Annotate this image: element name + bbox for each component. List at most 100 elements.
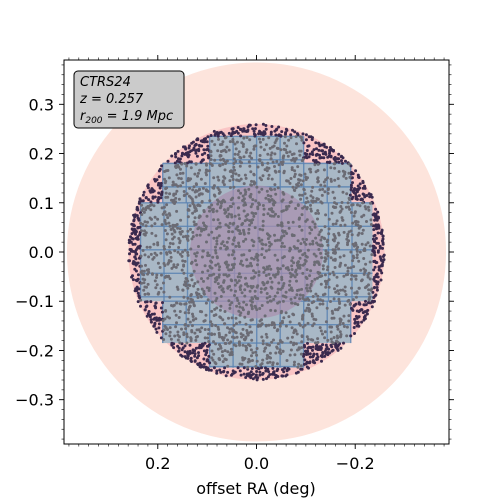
data-point (242, 239, 245, 243)
data-point (239, 311, 243, 315)
data-point (167, 221, 171, 225)
data-point (266, 152, 270, 156)
data-point (245, 258, 249, 262)
data-point (197, 226, 201, 230)
data-point (244, 276, 247, 280)
data-point (352, 326, 356, 329)
data-point (327, 217, 331, 221)
data-point (165, 203, 169, 207)
data-point (206, 144, 210, 148)
data-point (290, 273, 294, 277)
data-point (229, 134, 233, 138)
data-point (257, 236, 261, 240)
data-point (277, 281, 281, 285)
data-point (206, 298, 210, 302)
data-point (138, 197, 142, 201)
data-point (307, 144, 311, 148)
data-point (225, 265, 229, 269)
data-point (250, 354, 253, 358)
data-point (273, 323, 276, 327)
data-point (242, 372, 246, 376)
data-point (241, 129, 245, 133)
data-point (213, 132, 217, 136)
data-point (333, 178, 337, 182)
data-point (322, 156, 326, 160)
data-point (147, 270, 151, 274)
data-point (255, 308, 259, 312)
data-point (331, 190, 335, 194)
data-point (192, 284, 196, 288)
data-point (293, 353, 297, 357)
data-point (248, 249, 252, 253)
data-point (159, 181, 163, 185)
data-point (375, 218, 379, 222)
data-point (216, 175, 220, 179)
data-point (294, 186, 298, 190)
data-point (297, 178, 300, 181)
data-point (206, 189, 210, 193)
data-point (265, 357, 269, 360)
data-point (299, 242, 303, 246)
data-point (300, 287, 304, 291)
data-point (196, 280, 200, 284)
data-point (228, 221, 232, 225)
data-point (237, 206, 241, 210)
data-point (219, 130, 223, 134)
data-point (268, 351, 272, 355)
data-point (216, 347, 220, 351)
data-point (233, 168, 237, 172)
data-point (295, 293, 299, 297)
data-point (267, 207, 271, 211)
data-point (292, 261, 296, 265)
data-point (225, 159, 229, 163)
data-point (301, 179, 305, 183)
data-point (266, 367, 270, 371)
data-point (294, 135, 298, 139)
data-point (301, 132, 305, 136)
data-point (309, 269, 313, 273)
data-point (237, 342, 241, 346)
data-point (162, 281, 165, 285)
data-point (145, 300, 149, 304)
data-point (374, 246, 377, 250)
data-point (285, 207, 289, 211)
data-point (207, 286, 211, 290)
data-point (349, 334, 353, 338)
data-point (310, 301, 314, 305)
data-point (142, 210, 146, 214)
data-point (209, 150, 213, 154)
data-point (234, 147, 238, 151)
data-point (250, 300, 254, 304)
data-point (183, 302, 187, 306)
data-point (196, 362, 200, 366)
data-point (194, 335, 198, 339)
data-point (321, 149, 325, 153)
data-point (193, 352, 197, 356)
data-point (148, 245, 152, 249)
data-point (315, 260, 319, 264)
data-point (205, 163, 208, 167)
data-point (261, 204, 265, 207)
data-point (222, 290, 226, 294)
data-point (167, 176, 171, 180)
data-point (284, 374, 288, 378)
data-point (285, 151, 289, 155)
data-point (240, 335, 243, 339)
data-point (344, 205, 348, 209)
data-point (221, 318, 225, 322)
data-point (187, 311, 191, 315)
data-point (203, 336, 207, 340)
data-point (254, 365, 258, 368)
data-point (139, 221, 143, 225)
data-point (324, 285, 328, 289)
data-point (192, 304, 196, 308)
data-point (242, 197, 246, 201)
data-point (337, 292, 341, 296)
data-point (316, 294, 320, 298)
data-point (250, 305, 254, 308)
annotation-radius-value: = 1.9 Mpc (103, 109, 174, 124)
data-point (136, 300, 140, 304)
data-point (205, 348, 209, 352)
data-point (293, 302, 297, 306)
data-point (209, 158, 213, 161)
